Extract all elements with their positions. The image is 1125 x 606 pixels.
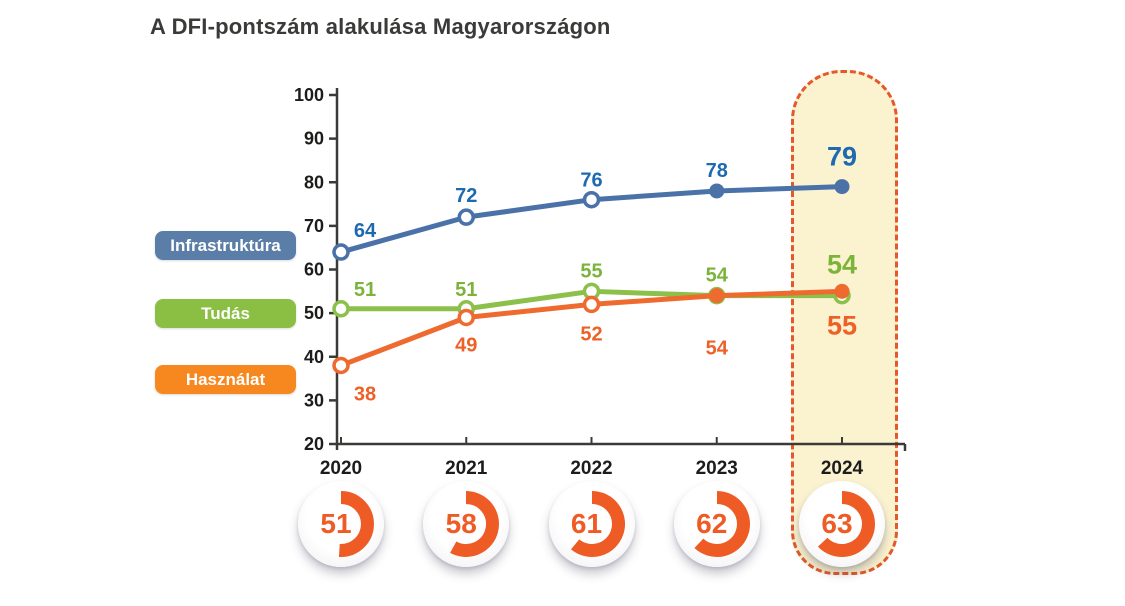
value-label: 51: [354, 279, 376, 301]
value-label: 55: [827, 310, 857, 340]
data-point-open: [457, 308, 475, 327]
data-point-open: [332, 243, 350, 261]
value-label: 38: [354, 383, 376, 405]
badge-value: 61: [570, 508, 603, 539]
data-point-open: [582, 295, 601, 314]
data-point-filled: [834, 179, 850, 195]
donut-badge-2024: 63: [799, 481, 885, 567]
y-tick-label: 70: [304, 216, 324, 236]
data-point-open: [457, 208, 475, 226]
legend-pill-hasznalat: Használat: [155, 365, 296, 394]
chart-title: A DFI-pontszám alakulása Magyarországon: [150, 14, 611, 39]
badge-value: 51: [320, 508, 352, 539]
value-label: 72: [455, 185, 477, 207]
value-label: 79: [827, 142, 857, 172]
data-point-filled: [709, 288, 725, 304]
x-tick-label: 2024: [821, 458, 864, 479]
legend-pill-infrastruktura: Infrastruktúra: [155, 231, 296, 260]
y-tick-label: 90: [304, 129, 324, 149]
value-label: 64: [354, 220, 377, 242]
value-label: 52: [580, 323, 602, 345]
value-label: 51: [455, 279, 477, 301]
value-label: 78: [706, 160, 728, 182]
x-tick-label: 2023: [696, 458, 738, 479]
value-label: 54: [827, 250, 857, 280]
donut-arc: [338, 491, 374, 557]
value-label: 55: [580, 260, 602, 282]
x-tick-label: 2020: [320, 458, 362, 479]
y-tick-label: 20: [304, 434, 324, 454]
data-point-open: [582, 190, 601, 209]
data-point-filled: [834, 283, 850, 299]
y-tick-label: 30: [304, 390, 324, 410]
data-point-filled: [709, 183, 725, 199]
badge-value: 58: [445, 508, 477, 539]
value-label: 54: [706, 338, 729, 360]
badge-value: 62: [696, 508, 728, 539]
donut-badge-2022: 61: [548, 481, 635, 567]
y-tick-label: 50: [304, 303, 324, 323]
y-tick-label: 100: [294, 85, 324, 105]
data-point-open: [332, 356, 350, 375]
value-label: 54: [706, 265, 729, 287]
y-tick-label: 40: [304, 347, 324, 367]
y-tick-label: 80: [304, 172, 324, 192]
data-point-open: [332, 300, 350, 318]
value-label: 76: [580, 170, 602, 192]
donut-arc: [694, 491, 750, 557]
legend-pill-tudas: Tudás: [155, 299, 296, 328]
x-tick-label: 2021: [445, 458, 488, 479]
donut-arc: [570, 491, 625, 557]
donut-arc: [450, 491, 500, 557]
y-tick-label: 60: [304, 260, 324, 280]
donut-badge-2021: 58: [423, 481, 510, 567]
donut-badge-2020: 51: [298, 481, 384, 567]
donut-arc: [817, 491, 875, 557]
badge-value: 63: [821, 508, 853, 539]
donut-badge-2023: 62: [673, 481, 760, 567]
value-label: 49: [455, 334, 477, 356]
x-tick-label: 2022: [570, 458, 612, 479]
